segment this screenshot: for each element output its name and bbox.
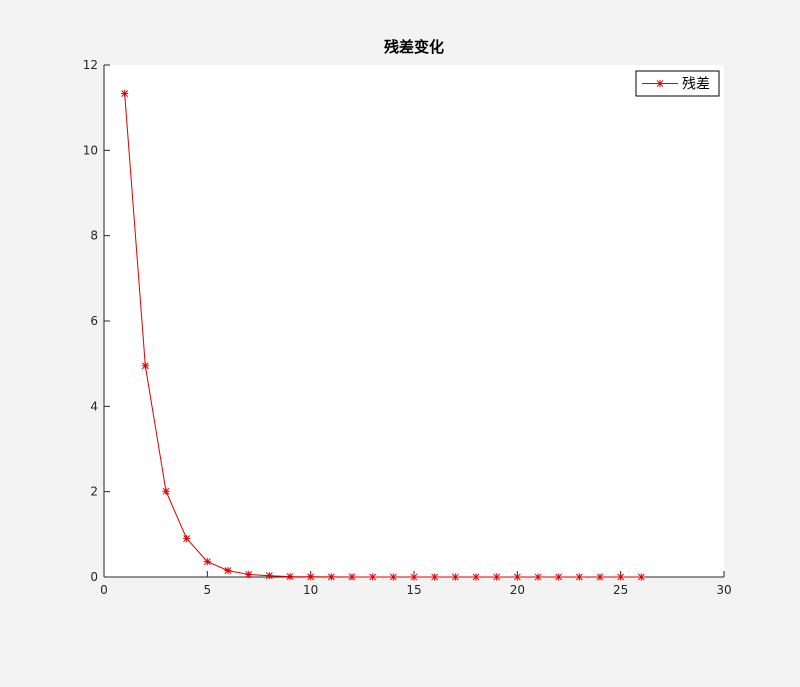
legend-label: 残差 (682, 77, 710, 93)
legend-marker-asterisk-icon (656, 79, 664, 88)
data-point (637, 573, 645, 581)
data-point (410, 573, 418, 581)
data-point (534, 573, 542, 581)
x-tick-label: 25 (613, 583, 628, 597)
data-point (555, 573, 563, 581)
y-axis-ticks: 0 2 4 6 8 10 12 (83, 58, 110, 584)
data-point (493, 573, 501, 581)
data-point (472, 573, 480, 581)
y-tick-label: 12 (83, 58, 98, 72)
data-point (141, 362, 149, 370)
data-point (245, 570, 253, 579)
y-tick-label: 10 (83, 143, 98, 157)
data-point (348, 573, 356, 581)
data-point (265, 572, 273, 580)
legend-asterisk (656, 79, 664, 88)
data-point (596, 573, 604, 581)
x-tick-label: 15 (406, 583, 421, 597)
data-point (162, 487, 170, 495)
chart-title: 残差变化 (384, 38, 444, 56)
y-tick-label: 0 (90, 570, 98, 584)
data-point (617, 573, 625, 581)
y-tick-label: 4 (90, 399, 98, 413)
data-point (451, 573, 459, 581)
x-tick-label: 0 (100, 583, 108, 597)
x-axis-ticks: 0 5 10 15 20 25 30 (100, 571, 732, 597)
x-tick-label: 10 (303, 583, 318, 597)
data-point (183, 535, 191, 543)
data-point (369, 573, 377, 581)
data-point (224, 567, 232, 575)
data-point (575, 573, 583, 581)
data-point (327, 573, 335, 581)
data-point (389, 573, 397, 581)
y-tick-label: 2 (90, 485, 98, 499)
data-point (121, 89, 129, 98)
data-point (307, 573, 315, 581)
x-tick-label: 20 (510, 583, 525, 597)
x-tick-label: 5 (204, 583, 212, 597)
y-tick-label: 8 (90, 229, 98, 243)
data-point (286, 572, 294, 581)
data-point (513, 573, 521, 581)
plot-area (104, 65, 724, 577)
data-point (203, 558, 211, 566)
plot-series (121, 89, 645, 581)
y-tick-label: 6 (90, 314, 98, 328)
data-point (431, 573, 439, 581)
legend: 残差 (635, 70, 720, 97)
x-tick-label: 30 (716, 583, 731, 597)
